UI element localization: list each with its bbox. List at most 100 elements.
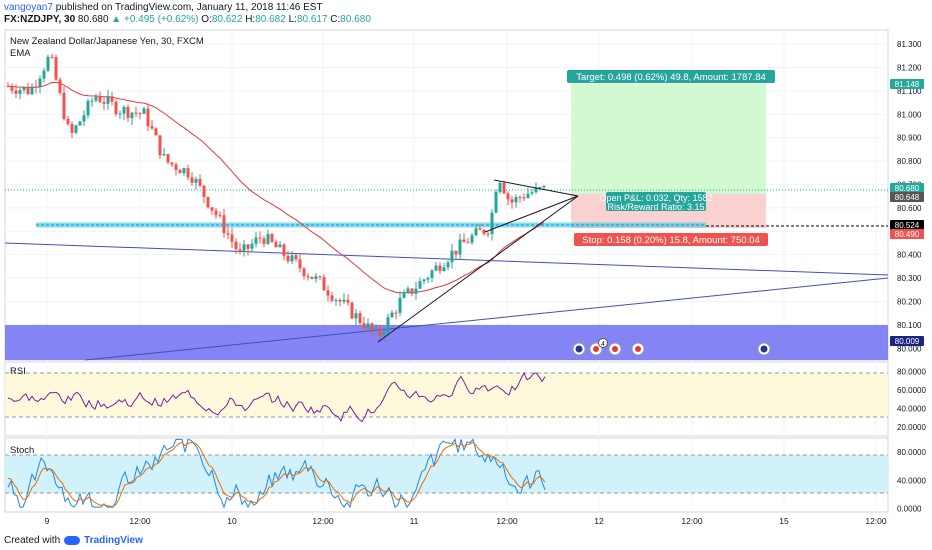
open-pl-label[interactable]: Open P&L: 0.032, Qty: 1582 Risk/Reward R…	[599, 192, 713, 212]
candle-body	[318, 276, 322, 278]
candle-body	[346, 299, 350, 303]
publish-date: published on TradingView.com, January 11…	[55, 2, 323, 13]
time-tick: 10	[227, 516, 237, 526]
target-label[interactable]: Target: 0.498 (0.62%) 49.8, Amount: 1787…	[567, 70, 775, 83]
target-zone[interactable]	[571, 84, 766, 194]
candle-body	[286, 255, 290, 262]
flag-jp-icon	[593, 346, 599, 352]
candle-body	[306, 276, 310, 278]
candle-body	[182, 168, 186, 174]
time-tick: 12	[594, 516, 604, 526]
candle-body	[198, 178, 202, 186]
candle-body	[274, 241, 278, 248]
tradingview-cloud-icon	[64, 536, 81, 545]
open-value: 80.622	[211, 14, 243, 25]
candle-body	[466, 242, 470, 244]
candle-body	[310, 276, 314, 279]
candle-body	[362, 323, 366, 329]
tradingview-brand[interactable]: TradingView	[84, 535, 143, 546]
rsi-tick: 40.0000	[897, 404, 926, 413]
rsi-tick: 80.0000	[897, 367, 926, 376]
candle-body	[166, 154, 170, 163]
support-zone[interactable]	[5, 325, 888, 360]
time-tick: 12:00	[129, 516, 151, 526]
stoch-legend[interactable]: Stoch	[10, 445, 34, 456]
author-link[interactable]: vangoyan7	[4, 2, 53, 13]
candle-body	[62, 92, 66, 119]
candle-body	[194, 178, 198, 183]
candle-body	[478, 228, 482, 230]
trendline-lower[interactable]	[84, 277, 889, 361]
price-badge: 80.648	[895, 193, 920, 202]
price-tick: 81.200	[897, 63, 922, 72]
publish-info: vangoyan7 published on TradingView.com, …	[4, 2, 323, 14]
stoch-k-line	[7, 438, 546, 509]
candle-body	[58, 79, 62, 93]
svg-text:Risk/Reward Ratio: 3.15: Risk/Reward Ratio: 3.15	[607, 202, 704, 212]
candle-body	[470, 235, 474, 243]
trendline-upper[interactable]	[4, 242, 889, 276]
stoch-tick: 0.0000	[897, 504, 922, 513]
candle-body	[82, 115, 86, 122]
candle-body	[246, 244, 250, 249]
candle-body	[206, 197, 210, 208]
candle-body	[26, 87, 30, 95]
price-tick: 80.400	[897, 251, 922, 260]
candle-body	[254, 237, 258, 244]
candle-body	[186, 168, 190, 178]
candle-body	[530, 192, 534, 194]
candle-body	[94, 96, 98, 101]
triangle-upper-edge[interactable]	[493, 179, 579, 197]
candle-body	[522, 197, 526, 199]
time-tick: 11	[410, 516, 419, 526]
candle-body	[386, 317, 390, 333]
candle-body	[34, 86, 38, 88]
candles	[6, 53, 546, 342]
stop-label[interactable]: Stop: 0.158 (0.20%) 15.8, Amount: 750.04	[574, 233, 768, 246]
candle-body	[510, 199, 514, 203]
triangle-lower-edge[interactable]	[377, 195, 579, 343]
candle-body	[442, 267, 446, 272]
price-change: +0.495 (+0.62%)	[123, 14, 199, 25]
event-markers[interactable]: 4	[572, 338, 771, 356]
candle-body	[46, 56, 50, 71]
price-badge: 80.524	[895, 221, 920, 230]
candle-body	[406, 288, 410, 293]
candle-body	[526, 193, 530, 198]
rsi-tick: 60.0000	[897, 386, 926, 395]
ema-legend[interactable]: EMA	[10, 48, 31, 59]
flag-jp-icon-2	[612, 346, 618, 352]
candle-body	[302, 268, 306, 277]
time-axis[interactable]: 9 12:00 10 12:00 11 12:00 12 12:00 15 12:00	[45, 516, 887, 526]
candle-body	[338, 299, 342, 302]
candle-body	[174, 164, 178, 170]
candle-body	[146, 108, 150, 127]
candle-body	[258, 237, 262, 239]
candle-body	[282, 244, 286, 256]
candle-body	[498, 182, 502, 192]
candle-body	[118, 113, 122, 115]
candle-body	[218, 215, 222, 217]
candle-body	[190, 177, 194, 183]
price-tick: 80.100	[897, 321, 922, 330]
stoch-tick: 80.0000	[897, 448, 926, 457]
flag-nz-icon	[575, 345, 583, 353]
price-badge: 81.148	[895, 80, 920, 89]
candle-body	[290, 255, 294, 262]
close-label: C:	[330, 14, 341, 25]
symbol-label: FX:NZDJPY, 30	[4, 14, 76, 25]
candle-body	[410, 288, 414, 294]
candle-body	[358, 313, 362, 324]
candle-body	[6, 86, 10, 88]
triangle-mid-edge[interactable]	[484, 195, 579, 233]
rsi-axis: 80.0000 60.0000 40.0000 20.0000	[897, 367, 926, 432]
candle-body	[266, 234, 270, 244]
candle-body	[494, 191, 498, 213]
candle-body	[398, 297, 402, 313]
candle-body	[294, 255, 298, 260]
candle-body	[402, 292, 406, 298]
candle-body	[130, 112, 134, 118]
rsi-legend[interactable]: RSI	[10, 366, 26, 377]
stoch-d-line	[7, 441, 546, 507]
